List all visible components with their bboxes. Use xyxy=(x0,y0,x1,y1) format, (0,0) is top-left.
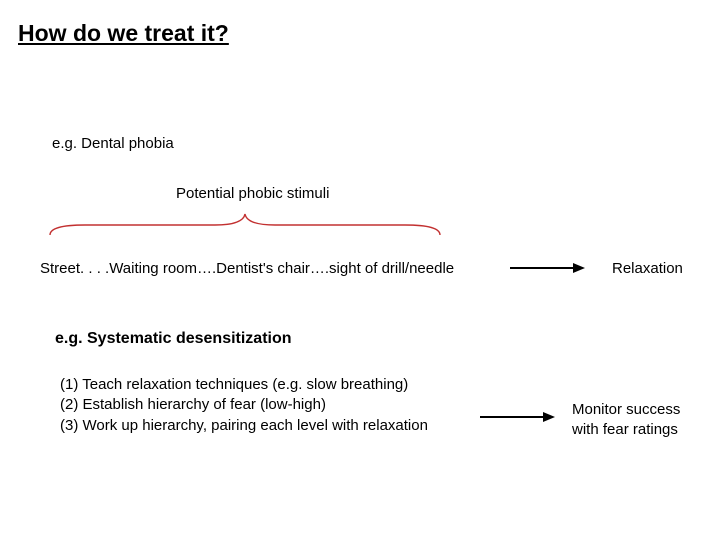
arrow-icon xyxy=(510,259,585,277)
stimuli-label: Potential phobic stimuli xyxy=(176,185,329,202)
monitor-block: Monitor success with fear ratings xyxy=(572,400,680,441)
monitor-line-1: Monitor success xyxy=(572,400,680,420)
page-title: How do we treat it? xyxy=(18,20,229,47)
stimuli-hierarchy-text: Street. . . .Waiting room….Dentist's cha… xyxy=(40,260,454,277)
monitor-line-2: with fear ratings xyxy=(572,420,680,440)
step-3: (3) Work up hierarchy, pairing each leve… xyxy=(60,416,428,436)
arrow-icon xyxy=(480,408,555,426)
example-label: e.g. Dental phobia xyxy=(52,135,174,152)
relaxation-label: Relaxation xyxy=(612,260,683,277)
brace-icon xyxy=(45,210,445,240)
systematic-desensitization-label: e.g. Systematic desensitization xyxy=(55,330,292,348)
steps-block: (1) Teach relaxation techniques (e.g. sl… xyxy=(60,375,428,436)
step-2: (2) Establish hierarchy of fear (low-hig… xyxy=(60,395,428,415)
step-1: (1) Teach relaxation techniques (e.g. sl… xyxy=(60,375,428,395)
